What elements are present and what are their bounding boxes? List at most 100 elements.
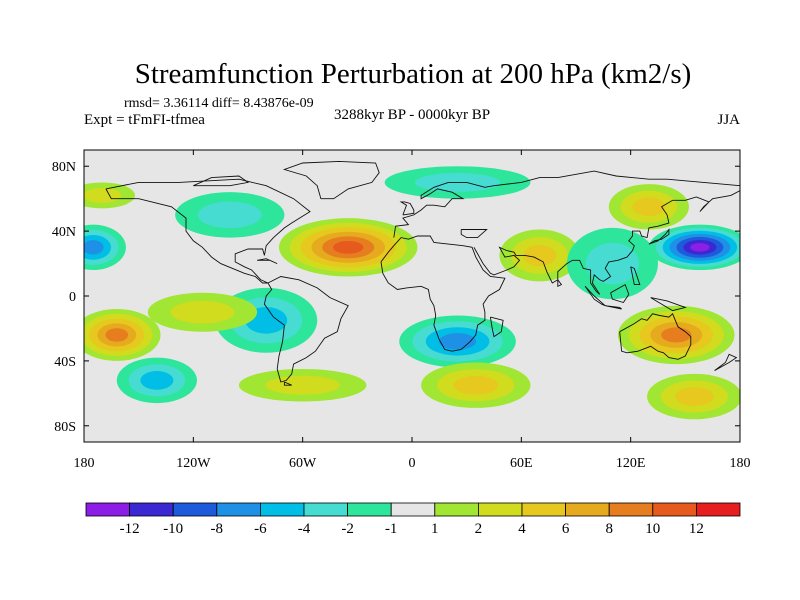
colorbar-label: 6 [562, 521, 570, 537]
coastline-path [630, 266, 641, 286]
coastline-path [557, 279, 563, 288]
contour-band [585, 242, 640, 285]
x-tick-label: 180 [74, 456, 95, 471]
contour-band [105, 328, 129, 342]
field-anomaly [499, 229, 580, 282]
y-tick-label: 40N [52, 225, 76, 240]
field-anomaly [147, 292, 258, 332]
coastline-path [460, 229, 488, 239]
field-anomaly [175, 192, 285, 238]
contour-band [690, 243, 710, 252]
colorbar: -12 -10 -8 -6 -4 -2 -1 1 2 4 6 8 10 12 [85, 502, 741, 537]
coastline-path [257, 258, 278, 265]
coastline-path [648, 228, 670, 245]
colorbar-label: -4 [298, 521, 311, 537]
field-anomaly [116, 357, 197, 404]
colorbar-label: 8 [605, 521, 613, 537]
coastline-path [193, 175, 250, 187]
colorbar-label: -8 [211, 521, 224, 537]
y-tick-label: 40S [54, 355, 76, 370]
stats-text: rmsd= 3.36114 diff= 8.43876e-09 [124, 96, 314, 111]
colorbar-label: 10 [645, 521, 660, 537]
coastline-path [399, 201, 415, 216]
contour-band [661, 327, 692, 343]
map-panel [84, 150, 740, 442]
x-tick-label: 60W [289, 456, 317, 471]
contour-band [333, 240, 364, 254]
contour-band [84, 240, 104, 255]
y-tick-label: 80S [54, 420, 76, 435]
contour-band [140, 371, 174, 390]
x-axis: 180 120W 60W 0 60E 120E 180 [74, 150, 751, 471]
field-anomaly [84, 224, 126, 271]
contour-band [84, 187, 122, 203]
coastline-path [619, 313, 692, 360]
contour-band [632, 197, 666, 217]
streamfunction-field [84, 166, 740, 420]
field-anomaly [421, 362, 531, 408]
period-label: 3288kyr BP - 0000kyr BP [334, 107, 490, 123]
x-tick-label: 120E [616, 456, 646, 471]
x-tick-label: 60E [510, 456, 533, 471]
contour-band [170, 300, 235, 324]
coastline-path [282, 160, 380, 200]
colorbar-box [259, 502, 305, 517]
field-anomaly [608, 184, 689, 230]
colorbar-label: -12 [120, 521, 140, 537]
contour-band [197, 201, 262, 229]
coastline-path [105, 178, 311, 284]
colorbar-box [477, 502, 523, 517]
coastline-path [380, 235, 506, 352]
coastline-path [650, 297, 687, 312]
colorbar-box [129, 502, 174, 517]
colorbar-label: -2 [341, 521, 354, 537]
field-anomaly [647, 373, 740, 420]
field-anomaly [399, 315, 516, 368]
x-tick-label: 0 [409, 456, 416, 471]
coastline-path [605, 305, 622, 310]
x-tick-label: 120W [176, 456, 211, 471]
colorbar-box [521, 502, 566, 517]
contour-band [523, 244, 557, 267]
field-anomaly [278, 218, 418, 277]
colorbar-box [85, 502, 130, 517]
field-anomaly [617, 305, 735, 365]
field-anomaly [238, 369, 367, 402]
coastline-path [489, 316, 504, 338]
colorbar-label: 4 [518, 521, 526, 537]
contour-band [439, 333, 477, 350]
contour-band [265, 375, 340, 395]
coastline-path [263, 276, 349, 383]
colorbar-label: 12 [689, 521, 704, 537]
colorbar-label: 1 [431, 521, 439, 537]
season-label: JJA [717, 112, 740, 128]
field-anomaly [566, 227, 658, 300]
colorbar-box [172, 502, 218, 517]
colorbar-box [390, 502, 436, 517]
y-axis: 80N 40N 0 40S 80S [52, 160, 740, 435]
colorbar-label: -10 [163, 521, 183, 537]
coastline-path [584, 285, 606, 307]
contour-band [453, 375, 499, 395]
colorbar-label: -6 [254, 521, 267, 537]
colorbar-box [434, 502, 479, 517]
x-tick-label: 180 [730, 456, 751, 471]
colorbar-label: 2 [475, 521, 483, 537]
coastline-path [283, 381, 292, 386]
coastline-path [473, 190, 740, 295]
colorbar-box [608, 502, 654, 517]
field-anomaly [84, 308, 161, 361]
field-anomaly [84, 182, 136, 209]
y-tick-label: 80N [52, 160, 76, 175]
experiment-label: Expt = tFmFI-tfmea [84, 112, 205, 128]
contour-band [674, 387, 714, 406]
colorbar-box [696, 502, 741, 517]
colorbar-box [216, 502, 261, 517]
coastline-path [610, 283, 630, 304]
chart-title: Streamfunction Perturbation at 200 hPa (… [135, 58, 692, 90]
coastline-path [393, 170, 740, 238]
y-tick-label: 0 [69, 290, 76, 305]
colorbar-box [565, 502, 610, 517]
coastline-path [714, 353, 738, 371]
